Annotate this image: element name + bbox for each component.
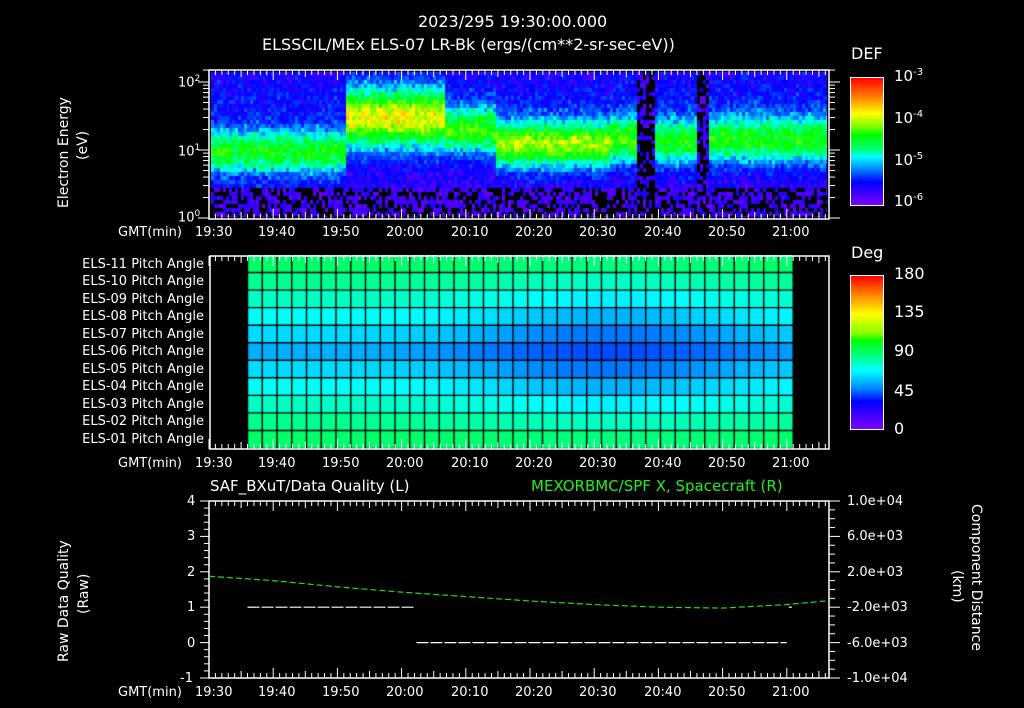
def-tick-1e-3: 10-3: [894, 67, 924, 85]
deg-colorbar-title: Deg: [851, 243, 884, 262]
energy-tick-100: 102: [178, 74, 201, 91]
deg-tick-180: 180: [894, 264, 925, 283]
deg-colorbar: [850, 275, 884, 430]
energy-spectrogram: [211, 72, 827, 217]
deg-tick-135: 135: [894, 302, 925, 321]
panel3-right-title: MEXORBMC/SPF X, Spacecraft (R): [531, 477, 783, 495]
plot-title: ELSSCIL/MEx ELS-07 LR-Bk (ergs/(cm**2-sr…: [262, 35, 675, 54]
def-colorbar-title: DEF: [851, 44, 883, 63]
def-tick-1e-6: 10-6: [894, 192, 924, 210]
energy-tick-10: 101: [178, 143, 201, 160]
energy-tick-1: 100: [178, 209, 201, 226]
panel2-time-label: GMT(min): [118, 456, 182, 471]
def-tick-1e-5: 10-5: [894, 151, 924, 169]
panel3-time-label: GMT(min): [118, 685, 182, 700]
def-tick-1e-4: 10-4: [894, 109, 924, 127]
panel3-left-title: SAF_BXuT/Data Quality (L): [210, 477, 410, 495]
pitch-angle-heatmap: [210, 255, 830, 449]
deg-tick-0: 0: [894, 419, 905, 438]
deg-tick-45: 45: [894, 381, 915, 400]
panel1-time-label: GMT(min): [118, 225, 182, 240]
def-colorbar: [850, 77, 884, 206]
plot-timestamp: 2023/295 19:30:00.000: [418, 12, 608, 31]
deg-tick-90: 90: [894, 341, 915, 360]
